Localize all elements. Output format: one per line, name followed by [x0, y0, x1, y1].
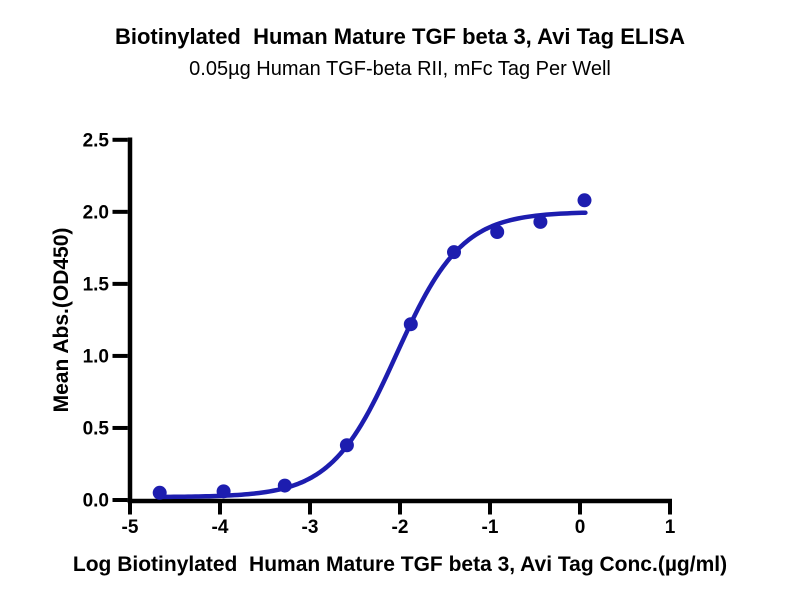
x-tick-label: -4 [212, 517, 229, 538]
data-point [490, 225, 505, 240]
y-tick-label: 1.5 [83, 274, 110, 295]
data-point [277, 478, 292, 493]
y-axis: 0.0 0.5 1.0 1.5 2.0 2.5 Mean Abs.(OD450) [50, 130, 133, 512]
y-tick-label: 0.5 [83, 418, 110, 439]
y-tick-label: 2.0 [83, 202, 109, 223]
data-point [403, 317, 418, 332]
y-ticks [112, 137, 128, 502]
x-tick-label: -1 [482, 517, 499, 538]
chart-subtitle: 0.05µg Human TGF-beta RII, mFc Tag Per W… [189, 58, 611, 80]
chart-title: Biotinylated Human Mature TGF beta 3, Av… [115, 24, 685, 49]
data-point [533, 214, 548, 229]
y-tick-labels: 0.0 0.5 1.0 1.5 2.0 2.5 [83, 130, 110, 511]
x-tick-label: -3 [302, 517, 319, 538]
y-axis-title: Mean Abs.(OD450) [50, 228, 73, 413]
data-point [577, 193, 592, 208]
data-point [216, 484, 231, 499]
fit-curve [157, 210, 588, 500]
y-tick-label: 0.0 [83, 491, 109, 512]
data-point [152, 485, 167, 500]
x-axis: -5 -4 -3 -2 -1 0 1 Log Biotinylated Human Matu… [73, 498, 727, 576]
x-ticks [128, 503, 672, 515]
x-tick-label: 0 [575, 517, 586, 538]
y-tick-label: 2.5 [83, 130, 110, 151]
x-tick-label: -5 [122, 517, 139, 538]
data-point [339, 438, 354, 453]
data-points-group [152, 193, 592, 500]
data-point [447, 245, 461, 260]
x-axis-title: Log Biotinylated Human Mature TGF beta 3… [73, 553, 727, 576]
y-tick-label: 1.0 [83, 346, 109, 367]
x-tick-labels: -5 -4 -3 -2 -1 0 1 [122, 517, 676, 538]
x-tick-label: -2 [392, 517, 409, 538]
x-tick-label: 1 [665, 517, 676, 538]
